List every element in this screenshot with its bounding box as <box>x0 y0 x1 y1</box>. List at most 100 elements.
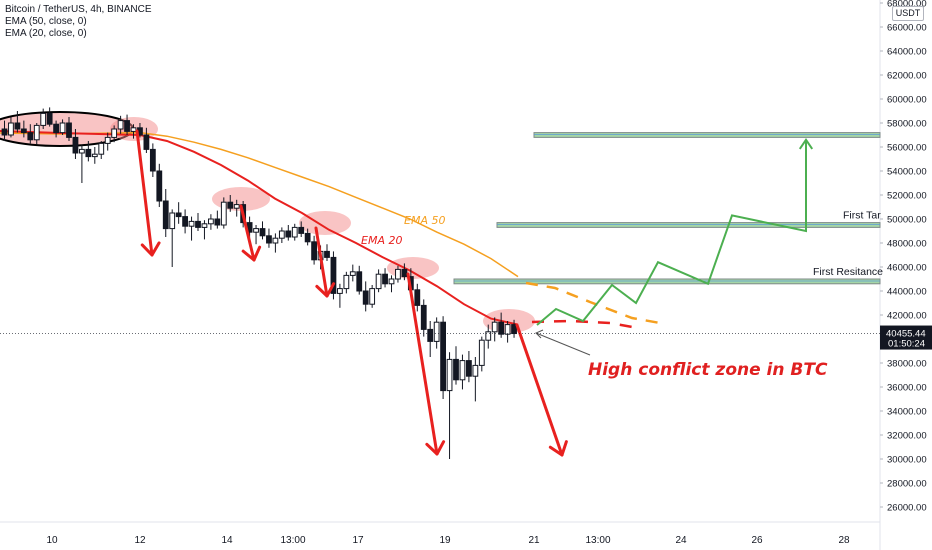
candle-body <box>395 268 401 280</box>
price-tick-label: 26000.00 <box>887 503 927 514</box>
candle-body <box>14 122 21 130</box>
candle-body <box>311 241 318 261</box>
candle-body <box>427 328 434 342</box>
candle-body <box>349 271 356 276</box>
first-resistance-label: First Resitance <box>813 266 883 278</box>
candle-body <box>291 226 298 238</box>
candle-body <box>440 321 447 392</box>
price-tick-label: 62000.00 <box>887 71 927 82</box>
candle-body <box>478 339 485 366</box>
candle-body <box>491 321 498 333</box>
candle-body <box>485 331 492 341</box>
candle-body <box>162 200 169 230</box>
candle-body <box>195 220 201 228</box>
time-tick-label: 17 <box>352 535 364 546</box>
price-tick-label: 36000.00 <box>887 383 927 394</box>
candle-body <box>227 201 234 209</box>
candle-body <box>104 136 111 144</box>
candle-body <box>453 358 459 381</box>
candle-body <box>285 230 292 238</box>
chart-legend: Bitcoin / TetherUS, 4h, BINANCE EMA (50,… <box>5 4 152 40</box>
candle-body <box>343 274 350 290</box>
price-tick-label: 30000.00 <box>887 455 927 466</box>
price-tick-label: 42000.00 <box>887 311 927 322</box>
candle-body <box>259 228 266 237</box>
price-tick-label: 56000.00 <box>887 143 927 154</box>
price-tick-label: 44000.00 <box>887 287 927 298</box>
ema50-projection <box>525 281 661 325</box>
ema20-line <box>0 130 519 326</box>
candle-body <box>233 204 240 209</box>
down-arrows <box>135 129 568 457</box>
candle-body <box>466 360 472 377</box>
candle-body <box>79 148 85 154</box>
candle-body <box>27 132 34 141</box>
time-tick-label: 19 <box>439 535 451 546</box>
down-arrow-head <box>241 245 262 262</box>
candle-body <box>188 220 195 227</box>
price-tick-label: 34000.00 <box>887 407 927 418</box>
price-tick-label: 28000.00 <box>887 479 927 490</box>
candle-body <box>130 127 137 132</box>
candle-body <box>369 288 376 305</box>
candle-body <box>175 212 182 218</box>
projection-arrowhead <box>798 138 814 150</box>
conflict-pointer-head <box>535 329 544 339</box>
price-tick-label: 32000.00 <box>887 431 927 442</box>
candle-body <box>214 218 221 226</box>
candle-body <box>266 235 272 244</box>
candle-body <box>278 230 285 239</box>
price-tick-label: 66000.00 <box>887 23 927 34</box>
candle-body <box>446 358 453 392</box>
legend-ema20: EMA (20, close, 0) <box>5 28 87 39</box>
price-tick-label: 64000.00 <box>887 47 927 58</box>
candle-body <box>85 148 92 158</box>
price-tick-label: 52000.00 <box>887 191 927 202</box>
candle-body <box>414 289 421 306</box>
down-arrow-head <box>425 440 446 456</box>
candle-body <box>208 218 214 225</box>
candle-body <box>420 304 427 330</box>
candle-body <box>182 216 188 227</box>
candle-body <box>124 120 130 132</box>
candle-body <box>169 212 176 230</box>
projection <box>536 138 814 326</box>
price-tick-label: 58000.00 <box>887 119 927 130</box>
candle-body <box>472 364 479 377</box>
legend-symbol: Bitcoin / TetherUS, 4h, BINANCE <box>5 4 152 15</box>
currency-button[interactable]: USDT <box>892 6 924 21</box>
candle-body <box>66 122 72 138</box>
time-tick-label: 26 <box>751 535 763 546</box>
highlight-ellipses <box>0 111 535 333</box>
down-arrow-head <box>315 282 336 298</box>
time-tick-label: 13:00 <box>585 535 610 546</box>
projection-path <box>536 139 807 326</box>
price-tag-box <box>880 325 932 350</box>
candle-body <box>459 360 466 381</box>
conflict-label: High conflict zone in BTC <box>588 360 828 380</box>
time-tick-label: 12 <box>134 535 146 546</box>
candle-body <box>40 112 47 126</box>
candle-body <box>324 250 330 258</box>
time-tick-label: 21 <box>528 535 540 546</box>
candle-body <box>72 136 79 154</box>
candle-body <box>330 256 337 294</box>
down-arrow <box>515 323 564 457</box>
price-tick-label: 68000.00 <box>887 0 927 10</box>
candle-body <box>117 120 124 130</box>
candle-body <box>53 123 60 134</box>
candle-body <box>337 288 343 294</box>
candle-body <box>298 226 305 234</box>
candle-body <box>401 268 408 278</box>
highlight-ellipse <box>299 211 351 235</box>
first-target-label: First Tar <box>843 210 881 222</box>
candle-body <box>304 232 311 243</box>
time-tick-label: 10 <box>46 535 58 546</box>
price-tick-label: 54000.00 <box>887 167 927 178</box>
candle-body <box>111 128 118 138</box>
down-arrow <box>314 226 329 298</box>
price-tag-value: 40455.44 <box>886 329 926 340</box>
